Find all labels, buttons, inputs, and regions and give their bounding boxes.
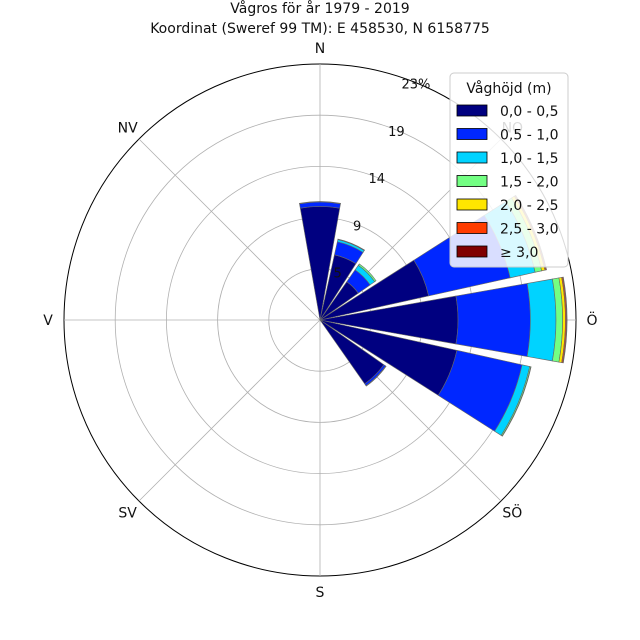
bar-segment <box>526 278 557 362</box>
direction-label: NV <box>118 121 138 137</box>
bar-segment <box>299 201 341 205</box>
legend-label: 0,5 - 1,0 <box>500 128 558 144</box>
grid-spoke <box>138 319 321 502</box>
direction-label: SÖ <box>502 503 522 521</box>
legend-label: ≥ 3,0 <box>500 245 538 261</box>
radial-tick-label: 14 <box>369 172 386 187</box>
legend-items: 0,0 - 0,5 0,5 - 1,0 1,0 - 1,5 1,5 - 2,0 2,0 … <box>456 104 558 261</box>
legend-swatch <box>456 198 488 211</box>
chart-title-line2: Koordinat (Sweref 99 TM): E 458530, N 61… <box>150 21 490 37</box>
direction-label: N <box>315 41 325 57</box>
direction-label: SV <box>118 505 137 521</box>
direction-label: Ö <box>586 311 597 329</box>
legend-label: 2,0 - 2,5 <box>500 198 558 214</box>
legend-label: 1,5 - 2,0 <box>500 175 558 191</box>
bar-segment <box>562 276 568 364</box>
legend-swatch <box>456 128 488 140</box>
bar-segment <box>501 366 532 437</box>
legend: Våghöjd (m) 0,0 - 0,5 0,5 - 1,0 1,0 - 1,5 1… <box>449 72 569 268</box>
legend-swatch <box>456 104 488 117</box>
bar-segment <box>455 283 531 357</box>
legend-label: 2,5 - 3,0 <box>500 222 558 238</box>
legend-swatch <box>456 175 488 187</box>
legend-title: Våghöjd (m) <box>466 80 551 97</box>
radial-tick-labels: 5 9 14 19 23% <box>333 77 430 281</box>
direction-label: S <box>316 585 325 601</box>
chart-title-line1: Vågros för år 1979 - 2019 <box>230 0 409 17</box>
radial-tick-label: 5 <box>333 267 341 282</box>
radial-tick-label: 19 <box>388 125 405 140</box>
direction-label: V <box>43 313 53 329</box>
grid-spoke <box>138 138 321 321</box>
bar-segment <box>337 238 365 251</box>
bar-segment <box>365 365 387 387</box>
legend-swatch <box>456 245 488 258</box>
legend-label: 1,0 - 1,5 <box>500 151 558 167</box>
legend-label: 0,0 - 0,5 <box>500 104 558 120</box>
legend-swatch <box>456 151 488 164</box>
radial-tick-label: 23% <box>402 77 431 92</box>
legend-swatch <box>456 222 488 234</box>
legend-box <box>449 72 569 268</box>
bar-segment <box>357 263 377 283</box>
radial-tick-label: 9 <box>353 219 361 234</box>
